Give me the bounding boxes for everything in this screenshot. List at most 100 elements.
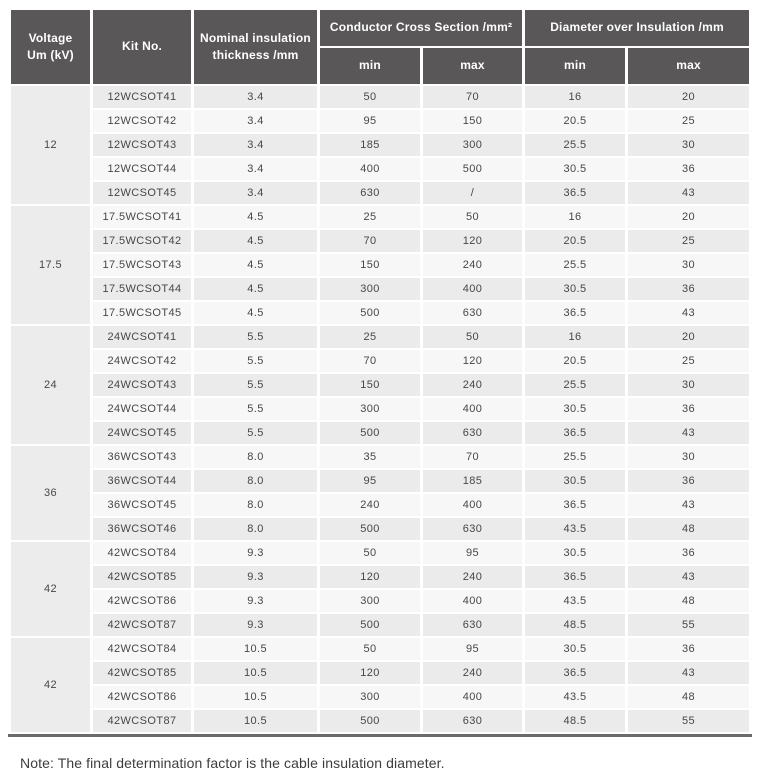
cell-ccs-max: 120 [423, 230, 523, 252]
cell-dia-max: 20 [628, 326, 750, 348]
cell-dia-min: 30.5 [525, 470, 626, 492]
cell-dia-max: 25 [628, 350, 750, 372]
cell-dia-min: 43.5 [525, 518, 626, 540]
table-row: 36WCSOT46 8.0 500 630 43.5 48 [11, 518, 750, 540]
cell-dia-min: 16 [525, 326, 626, 348]
table-row: 24WCSOT45 5.5 500 630 36.5 43 [11, 422, 750, 444]
cell-ccs-min: 25 [320, 206, 420, 228]
cell-ccs-min: 500 [320, 302, 420, 324]
cell-dia-min: 36.5 [525, 302, 626, 324]
cell-ccs-max: 300 [423, 134, 523, 156]
cell-thickness: 9.3 [194, 542, 317, 564]
cell-ccs-max: 240 [423, 374, 523, 396]
cell-ccs-max: 400 [423, 278, 523, 300]
table-row: 17.5WCSOT45 4.5 500 630 36.5 43 [11, 302, 750, 324]
cell-ccs-max: 240 [423, 566, 523, 588]
kit-selection-table: Voltage Um (kV) Kit No. Nominal insulati… [8, 8, 752, 734]
cell-dia-min: 25.5 [525, 446, 626, 468]
cell-ccs-min: 50 [320, 86, 420, 108]
cell-ccs-max: 240 [423, 662, 523, 684]
table-row: 12WCSOT44 3.4 400 500 30.5 36 [11, 158, 750, 180]
cell-kit: 42WCSOT87 [93, 710, 191, 732]
cell-ccs-min: 300 [320, 590, 420, 612]
cell-kit: 17.5WCSOT41 [93, 206, 191, 228]
voltage-group-cell: 24 [11, 326, 90, 444]
table-row: 42 42WCSOT84 9.3 50 95 30.5 36 [11, 542, 750, 636]
header-row-minmax: min max min max [11, 48, 750, 84]
cell-dia-min: 48.5 [525, 710, 626, 732]
col-header-diameter-group: Diameter over Insulation /mm [525, 10, 750, 46]
cell-dia-max: 36 [628, 470, 750, 492]
cell-ccs-min: 630 [320, 182, 420, 204]
cell-kit: 42WCSOT85 [93, 662, 191, 684]
cell-kit: 12WCSOT43 [93, 134, 191, 156]
cell-thickness: 3.4 [194, 110, 317, 132]
cell-dia-max: 20 [628, 206, 750, 228]
cell-thickness: 4.5 [194, 206, 317, 228]
cell-ccs-min: 95 [320, 470, 420, 492]
table-row: 12 12WCSOT41 3.4 50 70 16 20 [11, 86, 750, 204]
cell-ccs-min: 150 [320, 374, 420, 396]
cell-dia-min: 20.5 [525, 110, 626, 132]
cell-dia-min: 16 [525, 86, 626, 108]
col-header-ccs-max: max [423, 48, 523, 84]
cell-kit: 24WCSOT41 [93, 326, 191, 348]
cell-ccs-max: 400 [423, 494, 523, 516]
cell-thickness: 4.5 [194, 230, 317, 252]
cell-kit: 12WCSOT45 [93, 182, 191, 204]
cell-ccs-max: 400 [423, 398, 523, 420]
cell-ccs-min: 70 [320, 230, 420, 252]
cell-ccs-min: 25 [320, 326, 420, 348]
cell-thickness: 3.4 [194, 86, 317, 108]
cell-dia-min: 36.5 [525, 422, 626, 444]
cell-ccs-min: 300 [320, 686, 420, 708]
cell-ccs-max: 400 [423, 686, 523, 708]
cell-thickness: 9.3 [194, 590, 317, 612]
col-header-dia-max: max [628, 48, 750, 84]
cell-dia-max: 43 [628, 182, 750, 204]
voltage-group-cell: 42 [11, 542, 90, 636]
cell-kit: 17.5WCSOT42 [93, 230, 191, 252]
cell-dia-min: 48.5 [525, 614, 626, 636]
cell-thickness: 8.0 [194, 494, 317, 516]
table-row: 42WCSOT87 10.5 500 630 48.5 55 [11, 710, 750, 732]
table-header: Voltage Um (kV) Kit No. Nominal insulati… [11, 10, 750, 84]
cell-ccs-max: 185 [423, 470, 523, 492]
cell-thickness: 3.4 [194, 182, 317, 204]
cell-dia-max: 36 [628, 278, 750, 300]
col-header-ccs-min: min [320, 48, 420, 84]
table-row: 36WCSOT45 8.0 240 400 36.5 43 [11, 494, 750, 516]
table-bottom-rule: Voltage Um (kV) Kit No. Nominal insulati… [8, 8, 753, 737]
cell-dia-min: 25.5 [525, 254, 626, 276]
cell-ccs-min: 240 [320, 494, 420, 516]
cell-thickness: 5.5 [194, 350, 317, 372]
voltage-group-cell: 36 [11, 446, 90, 540]
cell-dia-min: 30.5 [525, 638, 626, 660]
cell-ccs-min: 50 [320, 542, 420, 564]
cell-dia-min: 36.5 [525, 662, 626, 684]
cell-ccs-min: 120 [320, 662, 420, 684]
cell-kit: 42WCSOT85 [93, 566, 191, 588]
cell-ccs-min: 400 [320, 158, 420, 180]
cell-dia-max: 48 [628, 686, 750, 708]
table-row: 42WCSOT87 9.3 500 630 48.5 55 [11, 614, 750, 636]
cell-kit: 17.5WCSOT43 [93, 254, 191, 276]
cell-ccs-max: 630 [423, 302, 523, 324]
col-header-kit-no: Kit No. [93, 10, 191, 84]
table-row: 12WCSOT43 3.4 185 300 25.5 30 [11, 134, 750, 156]
table-row: 12WCSOT45 3.4 630/36.5 43 [11, 182, 750, 204]
cell-dia-max: 25 [628, 230, 750, 252]
cell-thickness: 5.5 [194, 326, 317, 348]
cell-thickness: 3.4 [194, 134, 317, 156]
cell-ccs-min: 300 [320, 398, 420, 420]
cell-dia-max: 36 [628, 158, 750, 180]
cell-dia-max: 55 [628, 614, 750, 636]
cell-dia-max: 36 [628, 398, 750, 420]
cell-thickness: 9.3 [194, 566, 317, 588]
cell-dia-min: 30.5 [525, 542, 626, 564]
table-row: 17.5WCSOT43 4.5 150 240 25.5 30 [11, 254, 750, 276]
cell-kit: 42WCSOT86 [93, 590, 191, 612]
cell-kit: 42WCSOT87 [93, 614, 191, 636]
cell-thickness: 10.5 [194, 710, 317, 732]
cell-ccs-max: 150 [423, 110, 523, 132]
